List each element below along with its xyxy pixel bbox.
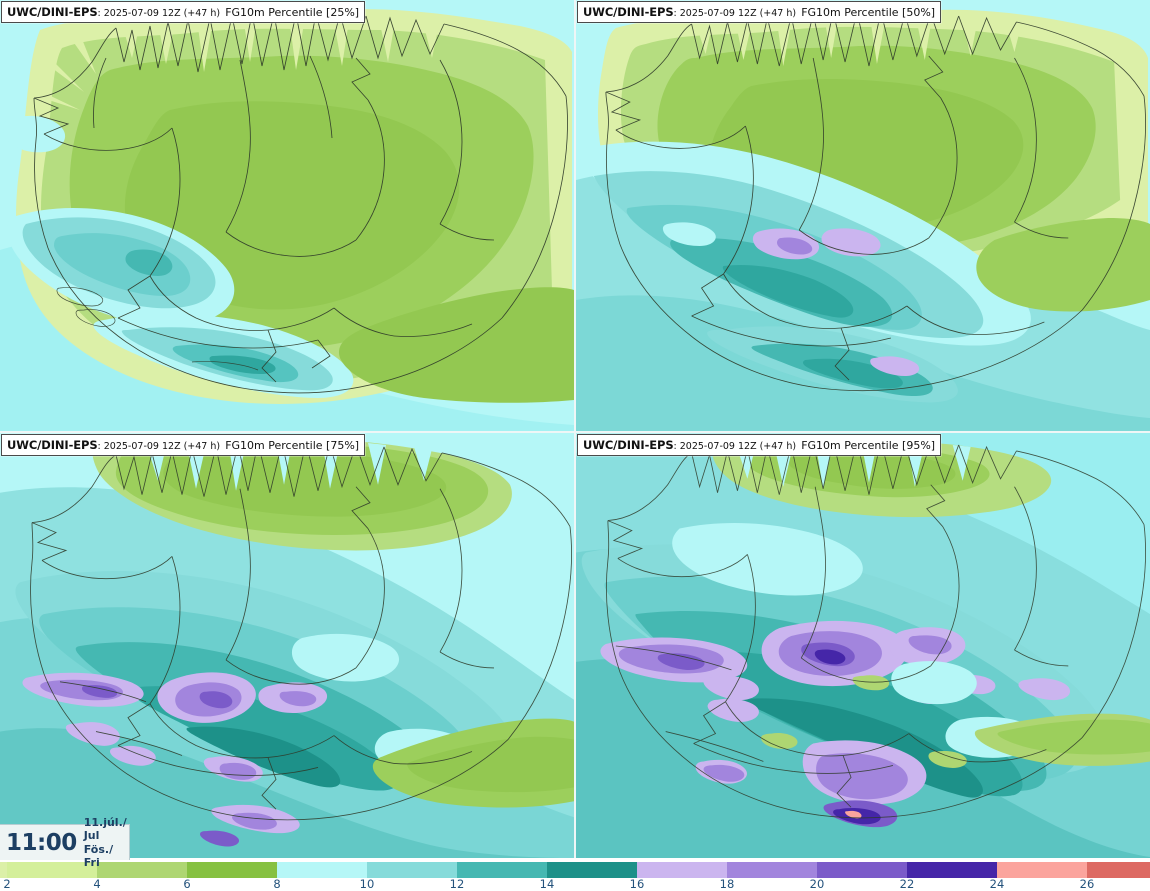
colorbar-segment [367, 862, 457, 878]
panel-model-name: UWC/DINI-EPS [7, 5, 98, 19]
colorbar-segment [457, 862, 547, 878]
colorbar[interactable]: 2 4 6 8 10 12 14 16 18 20 22 24 26 [0, 858, 1150, 891]
colorbar-segment [547, 862, 637, 878]
colorbar-segment [277, 862, 367, 878]
colorbar-tick-labels: 2 4 6 8 10 12 14 16 18 20 22 24 26 [0, 878, 1150, 891]
panel-parameter: FG10m Percentile [25%] [225, 6, 360, 19]
colorbar-tick: 26 [1079, 877, 1095, 891]
panel-label-25: UWC/DINI-EPS: 2025-07-09 12Z (+47 h) FG1… [1, 1, 366, 23]
colorbar-tick: 8 [273, 877, 281, 891]
colorbar-segment [0, 862, 7, 878]
valid-time-clock: 11:00 [6, 829, 77, 856]
colorbar-tick: 4 [93, 877, 101, 891]
panel-run-info: : 2025-07-09 12Z (+47 h) [97, 441, 221, 452]
map-panel-95[interactable]: UWC/DINI-EPS: 2025-07-09 12Z (+47 h) FG1… [574, 431, 1150, 858]
map-panel-75[interactable]: UWC/DINI-EPS: 2025-07-09 12Z (+47 h) FG1… [0, 431, 574, 858]
colorbar-segment [1087, 862, 1150, 878]
colorbar-segment [907, 862, 997, 878]
valid-time-date: 11.júl./ Jul Fös./ Fri [84, 816, 129, 870]
map-panel-50[interactable]: UWC/DINI-EPS: 2025-07-09 12Z (+47 h) FG1… [574, 0, 1150, 431]
colorbar-tick: 14 [539, 877, 555, 891]
colorbar-segment [97, 862, 187, 878]
colorbar-segment [727, 862, 817, 878]
panel-parameter: FG10m Percentile [50%] [801, 6, 936, 19]
colorbar-segment [817, 862, 907, 878]
panel-run-info: : 2025-07-09 12Z (+47 h) [673, 441, 797, 452]
panel-parameter: FG10m Percentile [75%] [225, 439, 360, 452]
panel-label-95: UWC/DINI-EPS: 2025-07-09 12Z (+47 h) FG1… [577, 434, 942, 456]
colorbar-tick: 24 [989, 877, 1005, 891]
map-canvas-50 [576, 0, 1150, 431]
panel-model-name: UWC/DINI-EPS [583, 438, 674, 452]
colorbar-tick: 12 [449, 877, 465, 891]
valid-date-line2: Fös./ Fri [83, 842, 114, 869]
valid-date-line1: 11.júl./ Jul [83, 815, 127, 843]
colorbar-tick: 6 [183, 877, 191, 891]
map-canvas-95 [576, 433, 1150, 858]
colorbar-strip [0, 862, 1150, 878]
colorbar-tick: 22 [899, 877, 915, 891]
map-canvas-75 [0, 433, 574, 858]
colorbar-segment [997, 862, 1087, 878]
colorbar-segment [637, 862, 727, 878]
colorbar-tick: 2 [3, 877, 11, 891]
colorbar-segment [7, 862, 97, 878]
panel-run-info: : 2025-07-09 12Z (+47 h) [97, 8, 221, 19]
panel-model-name: UWC/DINI-EPS [583, 5, 674, 19]
valid-time-box[interactable]: 11:00 11.júl./ Jul Fös./ Fri [0, 816, 130, 869]
colorbar-tick: 16 [629, 877, 645, 891]
map-canvas-25 [0, 0, 574, 431]
panel-model-name: UWC/DINI-EPS [7, 438, 98, 452]
colorbar-tick: 18 [719, 877, 735, 891]
panel-label-75: UWC/DINI-EPS: 2025-07-09 12Z (+47 h) FG1… [1, 434, 366, 456]
colorbar-tick: 20 [809, 877, 825, 891]
panel-grid: UWC/DINI-EPS: 2025-07-09 12Z (+47 h) FG1… [0, 0, 1150, 858]
panel-label-50: UWC/DINI-EPS: 2025-07-09 12Z (+47 h) FG1… [577, 1, 942, 23]
colorbar-segment [187, 862, 277, 878]
panel-parameter: FG10m Percentile [95%] [801, 439, 936, 452]
panel-run-info: : 2025-07-09 12Z (+47 h) [673, 8, 797, 19]
colorbar-tick: 10 [359, 877, 375, 891]
map-panel-25[interactable]: UWC/DINI-EPS: 2025-07-09 12Z (+47 h) FG1… [0, 0, 574, 431]
